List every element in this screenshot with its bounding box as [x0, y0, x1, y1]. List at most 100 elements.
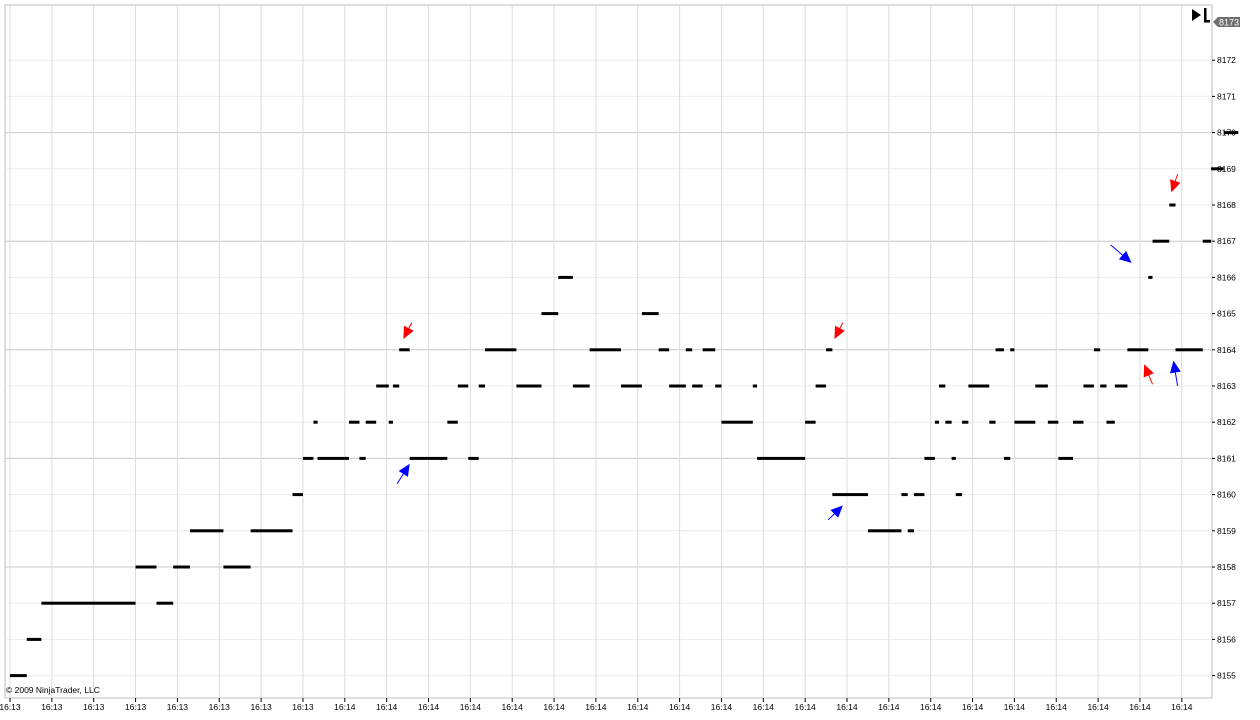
price-segment [702, 348, 716, 352]
x-tick-label: 16:13 [250, 702, 272, 712]
x-tick-label: 16:13 [125, 702, 147, 712]
price-segment [924, 456, 935, 460]
x-tick-label: 16:14 [502, 702, 524, 712]
price-segment [1211, 167, 1224, 171]
price-segment [1175, 348, 1203, 352]
x-tick-label: 16:14 [669, 702, 691, 712]
red-arrow [403, 322, 414, 339]
price-segment [962, 420, 969, 424]
price-segment [135, 565, 157, 569]
y-tick-label: 8155 [1217, 671, 1236, 681]
price-segment [1223, 131, 1239, 135]
price-segment [541, 312, 559, 316]
y-tick-label: 8163 [1217, 381, 1236, 391]
annotation-arrows [396, 174, 1181, 521]
last-price-marker: 8173 [1213, 17, 1240, 28]
blue-arrow [396, 463, 410, 485]
blue-arrow [1110, 244, 1132, 263]
price-segment [715, 384, 722, 388]
price-segment [388, 420, 393, 424]
x-tick-label: 16:14 [1046, 702, 1068, 712]
price-segment [621, 384, 642, 388]
x-tick-label: 16:14 [1129, 702, 1151, 712]
price-segment [484, 348, 517, 352]
price-segment [1035, 384, 1048, 388]
price-segment [302, 456, 314, 460]
x-tick-label: 16:13 [0, 702, 21, 712]
price-segment [173, 565, 190, 569]
y-tick-label: 8156 [1217, 634, 1236, 644]
y-tick-label: 8168 [1217, 200, 1236, 210]
price-segment [317, 456, 349, 460]
y-tick-label: 8164 [1217, 345, 1236, 355]
x-tick-label: 16:14 [1087, 702, 1109, 712]
x-tick-label: 16:13 [292, 702, 314, 712]
red-arrow [1170, 174, 1181, 193]
x-tick-label: 16:14 [460, 702, 482, 712]
price-segment [939, 384, 946, 388]
price-segment [478, 384, 485, 388]
price-segment [457, 384, 469, 388]
y-tick-label: 8167 [1217, 236, 1236, 246]
price-segment [805, 420, 816, 424]
x-tick-label: 16:13 [41, 702, 63, 712]
price-segment [832, 493, 868, 497]
price-segment [572, 384, 590, 388]
price-segment [365, 420, 377, 424]
price-segment [1127, 348, 1149, 352]
price-segment [1093, 348, 1101, 352]
price-segment [1058, 456, 1073, 460]
y-tick-label: 8162 [1217, 417, 1236, 427]
price-segment [589, 348, 622, 352]
price-segment [1100, 384, 1107, 388]
price-segment [968, 384, 990, 388]
price-segment [250, 529, 293, 533]
price-segment [752, 384, 758, 388]
price-segment [658, 348, 670, 352]
price-segment [409, 456, 448, 460]
price-segment [989, 420, 996, 424]
x-tick-label: 16:14 [334, 702, 356, 712]
price-segment [757, 456, 806, 460]
x-tick-label: 16:14 [418, 702, 440, 712]
price-segment [913, 493, 925, 497]
price-segment [721, 420, 753, 424]
y-axis: 8155 8156 8157 8158 8159 8160 8161 8162 8163 8164… [1212, 55, 1236, 681]
price-segment [955, 493, 963, 497]
price-segment [1014, 420, 1036, 424]
price-segment [447, 420, 458, 424]
x-tick-label: 16:13 [167, 702, 189, 712]
price-segment [934, 420, 940, 424]
x-tick-label: 16:14 [753, 702, 775, 712]
price-segment [1010, 348, 1015, 352]
price-segment [867, 529, 902, 533]
price-segment [1114, 384, 1128, 388]
price-segment [641, 312, 659, 316]
x-tick-label: 16:14 [543, 702, 565, 712]
price-segment [1003, 456, 1011, 460]
x-tick-label: 16:14 [962, 702, 984, 712]
price-segment [292, 493, 303, 497]
y-tick-label: 8161 [1217, 453, 1236, 463]
price-segment [907, 529, 914, 533]
price-segment [399, 348, 410, 352]
price-segment [156, 601, 174, 605]
x-tick-label: 16:14 [795, 702, 817, 712]
y-tick-label: 8159 [1217, 526, 1236, 536]
price-segment [995, 348, 1004, 352]
x-tick-label: 16:14 [1004, 702, 1026, 712]
last-price-label: 8173 [1219, 18, 1239, 28]
price-segment [901, 493, 908, 497]
price-segment [468, 456, 479, 460]
price-segment [1106, 420, 1115, 424]
x-tick-label: 16:14 [1171, 702, 1193, 712]
play-end-icon[interactable] [1192, 8, 1210, 23]
y-tick-label: 8158 [1217, 562, 1236, 572]
price-segment [1202, 239, 1212, 243]
x-tick-label: 16:14 [711, 702, 733, 712]
y-tick-label: 8165 [1217, 309, 1236, 319]
price-segment [1083, 384, 1094, 388]
price-segment [189, 529, 224, 533]
x-tick-label: 16:14 [376, 702, 398, 712]
